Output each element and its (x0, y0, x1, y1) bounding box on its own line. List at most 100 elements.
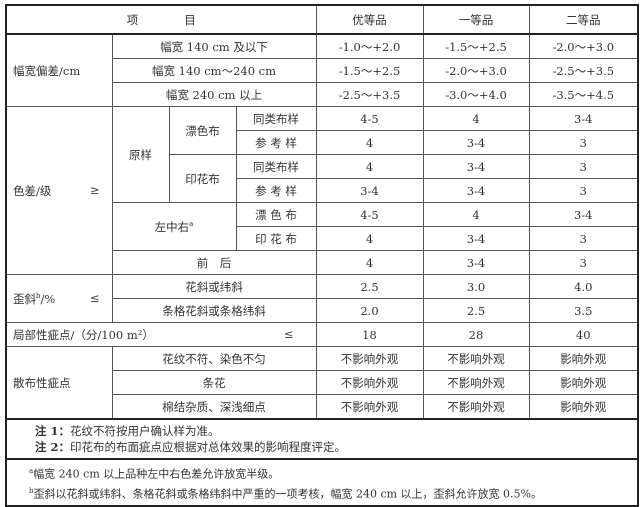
cell: 3-4 (528, 106, 639, 131)
cell: 2.5 (315, 274, 424, 299)
row-name: 幅宽 140 cm 及以下 (111, 33, 317, 59)
grade-header: 优等品 (315, 4, 424, 35)
cell: 不影响外观 (315, 370, 424, 395)
table-row: 局部性疵点/（分/100 m²） ≤ 18 28 40 (5, 322, 639, 347)
skew-label: 歪斜b/% ≤ (5, 274, 113, 323)
original-label: 原样 (111, 106, 170, 203)
local-label: 局部性疵点/（分/100 m²） ≤ (5, 322, 317, 347)
cell: -2.0～+3.0 (528, 33, 639, 59)
cell: 不影响外观 (422, 370, 530, 395)
cell: 18 (315, 322, 424, 347)
lzr-text: 左中右 (154, 219, 190, 234)
cell: 3-4 (422, 250, 530, 275)
table-row: 印 花 布 4 3-4 3 (6, 226, 639, 251)
cell: 40 (528, 322, 639, 347)
cell: 影响外观 (528, 394, 639, 420)
cell: 3-4 (422, 226, 530, 251)
cell: 3 (528, 154, 639, 179)
cell: 3 (528, 226, 639, 251)
cell: 不影响外观 (422, 346, 530, 371)
table-row: 条花 不影响外观 不影响外观 影响外观 (6, 370, 639, 395)
width-dev-label: 幅宽偏差/cm (5, 33, 113, 107)
row-name: 参 考 样 (235, 178, 317, 203)
skew-text: 歪斜 (13, 291, 36, 306)
skew-unit: /% (40, 291, 56, 306)
cell: 2.0 (315, 298, 424, 323)
cell: -2.0～+3.0 (422, 58, 530, 83)
footnotes-row: a幅宽 240 cm 以上品种左中右色差允许放宽半级。 b歪斜以花斜或纬斜、条格… (5, 457, 639, 507)
row-name: 同类布样 (235, 154, 317, 179)
table-row: 幅宽 140 cm～240 cm -1.5～+2.5 -2.0～+3.0 -2.5～… (6, 58, 639, 83)
row-name: 漂 色 布 (235, 202, 317, 227)
cell: 3-4 (528, 202, 639, 227)
row-name: 花斜或纬斜 (111, 274, 317, 299)
cell: 4.0 (528, 274, 639, 299)
cell: 4 (315, 250, 424, 275)
skew-op: ≤ (89, 290, 100, 305)
table-row: 幅宽 240 cm 以上 -2.5～+3.5 -3.0～+4.0 -3.5～+4.5 (6, 82, 639, 107)
cell: 3.5 (528, 298, 639, 323)
cell: 不影响外观 (315, 346, 424, 371)
cell: -1.0～+2.0 (315, 33, 424, 59)
cell: -3.5～+4.5 (528, 82, 639, 107)
printed-label: 印花布 (168, 154, 237, 203)
cell: -2.5～+3.5 (528, 58, 639, 83)
cell: -1.5～+2.5 (315, 58, 424, 83)
grade-header: 一等品 (422, 4, 530, 35)
note-text: 花纹不符按用户确认样为准。 (70, 424, 220, 438)
table-row: 条格花斜或条格纬斜 2.0 2.5 3.5 (6, 298, 639, 323)
row-name: 条格花斜或条格纬斜 (111, 298, 317, 323)
table-row: 前 后 4 3-4 3 (6, 250, 639, 275)
cell: 2.5 (422, 298, 530, 323)
cell: -3.0～+4.0 (422, 82, 530, 107)
cell: 4 (315, 226, 424, 251)
cell: 4-5 (315, 202, 424, 227)
cell: -1.5～+2.5 (422, 33, 530, 59)
grade-header: 二等品 (528, 4, 639, 35)
cell: 3 (528, 130, 639, 155)
table-row: 参 考 样 3-4 3-4 3 (6, 178, 639, 203)
local-text: 局部性疵点/（分/100 m²） (13, 327, 154, 342)
cell: 28 (422, 322, 530, 347)
note: 注 2：印花布的布面疵点应根据对总体效果的影响程度评定。 (35, 439, 637, 455)
row-name: 幅宽 140 cm～240 cm (111, 58, 317, 83)
row-name: 棉结杂质、深浅细点 (111, 394, 317, 420)
row-name: 条花 (111, 370, 317, 395)
cell: 3 (528, 250, 639, 275)
cell: 影响外观 (528, 370, 639, 395)
table-row: 色差/级 ≥ 原样 漂色布 同类布样 4-5 4 3-4 (5, 106, 639, 275)
row-name: 同类布样 (235, 106, 317, 131)
notes-row: 注 1：花纹不符按用户确认样为准。 注 2：印花布的布面疵点应根据对总体效果的影… (5, 418, 639, 460)
note: 注 1：花纹不符按用户确认样为准。 (35, 423, 637, 439)
table-row: 印花布 同类布样 4 3-4 3 (6, 154, 639, 203)
footnote-text: 幅宽 240 cm 以上品种左中右色差允许放宽半级。 (33, 467, 280, 481)
table-row: 幅宽偏差/cm 幅宽 140 cm 及以下 -1.0～+2.0 -1.5～+2.5… (5, 33, 639, 107)
cell: 3.0 (422, 274, 530, 299)
footnote-mark: a (189, 219, 194, 228)
footnote-mark: b (36, 291, 41, 300)
color-op: ≥ (89, 182, 100, 197)
cell: 3 (528, 178, 639, 203)
bleached-label: 漂色布 (168, 106, 237, 155)
footnotes: a幅宽 240 cm 以上品种左中右色差允许放宽半级。 b歪斜以花斜或纬斜、条格… (5, 457, 639, 507)
cell: 4 (422, 202, 530, 227)
lzr-label: 左中右a (111, 202, 237, 251)
cell: 4 (315, 154, 424, 179)
footnote: a幅宽 240 cm 以上品种左中右色差允许放宽半级。 (29, 463, 637, 483)
footnote-mark: b (29, 486, 34, 495)
cell: 4 (422, 106, 530, 131)
color-label-text: 色差/级 (13, 183, 52, 198)
note-text: 印花布的布面疵点应根据对总体效果的影响程度评定。 (70, 440, 347, 454)
color-label: 色差/级 ≥ (5, 106, 113, 275)
cell: 不影响外观 (422, 394, 530, 420)
scatter-label: 散布性疵点 (5, 346, 113, 420)
table-row: 棉结杂质、深浅细点 不影响外观 不影响外观 影响外观 (6, 394, 639, 420)
row-name: 印 花 布 (235, 226, 317, 251)
cell: 3-4 (422, 130, 530, 155)
cell: 3-4 (422, 154, 530, 179)
cell: 不影响外观 (315, 394, 424, 420)
cell: 影响外观 (528, 346, 639, 371)
cell: 4-5 (315, 106, 424, 131)
row-name: 前 后 (111, 250, 317, 275)
note-key: 注 2： (35, 440, 71, 454)
